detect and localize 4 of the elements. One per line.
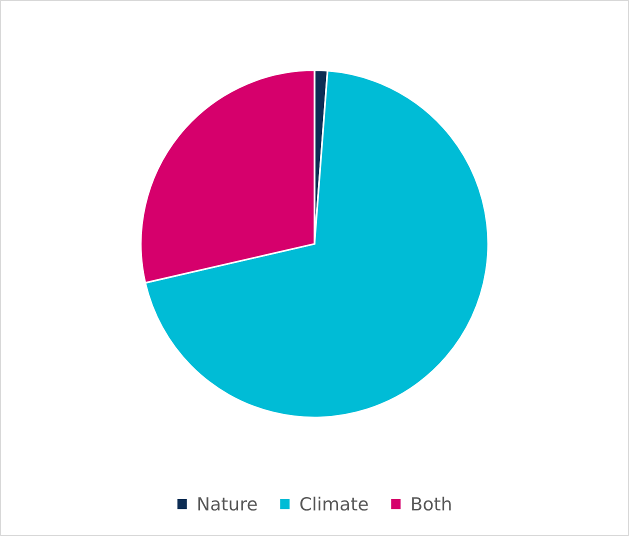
legend-label: Climate xyxy=(300,496,368,511)
pie-slice xyxy=(144,70,489,418)
legend-label: Nature xyxy=(198,497,257,511)
legend-label: Both xyxy=(412,496,451,511)
